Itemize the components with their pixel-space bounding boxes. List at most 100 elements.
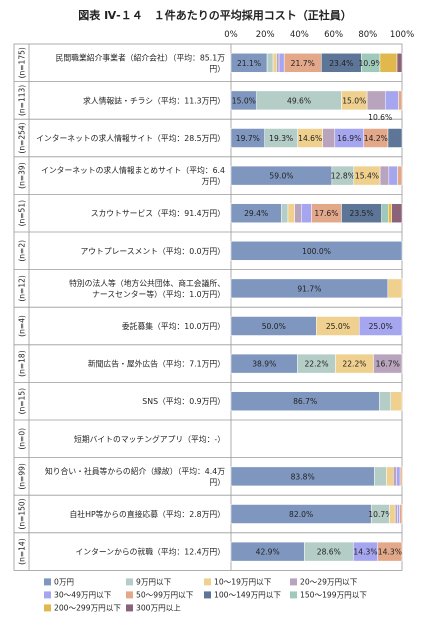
- bar-segment: [281, 203, 289, 223]
- data-label: 19.7%: [236, 134, 260, 143]
- bar-segment: [230, 241, 403, 261]
- n-label: (n=39): [18, 162, 27, 189]
- category-label: 求人情報誌・チラシ（平均：11.3万円）: [83, 95, 225, 105]
- bar-segment: [397, 165, 403, 186]
- data-label: 23.5%: [349, 209, 373, 218]
- bar-segment: [366, 90, 386, 111]
- category-label: インターンからの就職（平均：12.4万円）: [75, 547, 225, 557]
- legend-swatch: [126, 578, 133, 586]
- legend-swatch: [44, 578, 51, 586]
- data-label: 100.0%: [302, 247, 331, 256]
- chart-title: 図表 Ⅳ-１４ １件あたりの平均採用コスト（正社員）: [78, 8, 351, 22]
- legend-swatch: [290, 591, 297, 599]
- x-axis: 0% 20% 40% 60% 80% 100%: [224, 30, 414, 40]
- legend-swatch: [126, 591, 133, 599]
- n-label: (n=18): [18, 350, 27, 377]
- category-label: アウトプレースメント（平均：0.0万円）: [80, 246, 225, 256]
- bar-segment: [276, 53, 280, 73]
- legend-swatch: [44, 591, 51, 599]
- legend-entry: 20～29万円以下: [300, 577, 358, 586]
- data-label: 22.2%: [342, 360, 366, 369]
- legend-entry: 300万円以上: [136, 603, 181, 612]
- data-label: 23.4%: [329, 59, 353, 68]
- legend-swatch: [204, 591, 211, 599]
- bar-segment: [377, 541, 403, 562]
- legend-swatch: [44, 604, 51, 612]
- data-label: 12.8%: [331, 172, 355, 181]
- legend-entry: 0万円: [54, 577, 74, 586]
- bar-segment: [379, 391, 391, 411]
- bar-segment: [287, 203, 295, 223]
- data-label: 14.2%: [364, 134, 388, 143]
- data-label: 21.1%: [237, 59, 261, 68]
- category-label: 万円）: [202, 177, 225, 186]
- category-label: インターネットの求人情報まとめサイト（平均：6.4: [41, 165, 225, 175]
- category-label: 特別の法人等（地方公共団体、商工会議所、: [69, 278, 225, 288]
- n-label: (n=12): [18, 275, 27, 302]
- bar-segment: [396, 53, 403, 73]
- data-label: 25.0%: [326, 322, 350, 331]
- bar-segment: [396, 466, 401, 487]
- category-label: 自社HP等からの直接応募（平均：2.8万円）: [69, 509, 225, 519]
- bar-segment: [391, 203, 403, 223]
- bar-segment: [373, 353, 403, 374]
- data-label: 14.3%: [378, 548, 402, 557]
- bar-segment: [398, 90, 403, 111]
- data-label: 49.6%: [287, 96, 311, 105]
- x-tick-label: 60%: [324, 30, 343, 40]
- data-label: 15.0%: [342, 96, 366, 105]
- bar-segment: [397, 504, 400, 524]
- category-label: 新聞広告・屋外広告（平均：7.1万円）: [88, 359, 225, 369]
- bar-segment: [390, 391, 403, 411]
- data-label: 10.7%: [368, 510, 392, 519]
- bar-segment: [379, 165, 390, 186]
- bar-segment: [388, 203, 392, 223]
- bar-segment: [387, 278, 403, 299]
- data-label: 15.4%: [355, 172, 379, 181]
- bar-segment: [394, 504, 398, 524]
- category-label: 委託募集（平均：10.0万円）: [122, 321, 225, 331]
- legend-swatch: [290, 578, 297, 586]
- data-label: 17.6%: [314, 209, 338, 218]
- category-frames: (n=175) 民間職業紹介事業者（紹介会社）（平均：85.1万円） (n=113)…: [13, 43, 403, 571]
- bar-segment: [384, 90, 399, 111]
- bar-segment: [388, 165, 398, 186]
- n-label: (n=51): [18, 200, 27, 227]
- n-label: (n=15): [18, 388, 27, 415]
- data-label: 16.9%: [337, 134, 361, 143]
- x-tick-label: 80%: [358, 30, 377, 40]
- data-label: 19.3%: [269, 134, 293, 143]
- n-label: (n=175): [18, 47, 27, 78]
- bar-segment: [379, 53, 398, 73]
- bar-segment: [399, 504, 403, 524]
- legend-swatch: [126, 604, 133, 612]
- category-label: SNS（平均：0.9万円）: [142, 396, 225, 406]
- legend-entry: 9万円以下: [136, 577, 172, 586]
- n-label: (n=150): [18, 498, 27, 529]
- legend: 0万円 9万円以下 10～19万円以下 20～29万円以下 30～49万円以下 50～99…: [44, 577, 367, 612]
- category-label: スカウトサービス（平均：91.4万円）: [91, 208, 225, 218]
- data-label: 29.4%: [244, 209, 268, 218]
- bar-segment: [389, 504, 396, 524]
- bar-segment: [272, 53, 277, 73]
- bar-segment: [393, 466, 397, 487]
- legend-swatch: [204, 578, 211, 586]
- legend-entry: 150～199万円以下: [300, 590, 367, 599]
- data-label: 22.2%: [304, 360, 328, 369]
- bar-segment: [278, 53, 285, 73]
- n-label: (n=254): [18, 122, 27, 153]
- data-label: 50.0%: [262, 322, 286, 331]
- data-label: 16.7%: [376, 360, 400, 369]
- bar-segment: [374, 466, 387, 487]
- x-tick-label: 40%: [290, 30, 309, 40]
- n-label: (n=99): [18, 463, 27, 490]
- n-label: (n=0): [18, 428, 27, 450]
- data-label: 91.7%: [297, 284, 321, 293]
- bars: 21.1% 21.7% 23.4% 10.9%15.0% 49.6% 15.0%10.6%…: [230, 53, 403, 562]
- data-label: 15.0%: [232, 96, 256, 105]
- category-label: 短期バイトのマッチングアプリ（平均：-）: [74, 434, 225, 444]
- bar-segment: [386, 466, 394, 487]
- data-label: 86.7%: [293, 397, 317, 406]
- bar-segment: [359, 316, 403, 336]
- bar-segment: [381, 203, 389, 223]
